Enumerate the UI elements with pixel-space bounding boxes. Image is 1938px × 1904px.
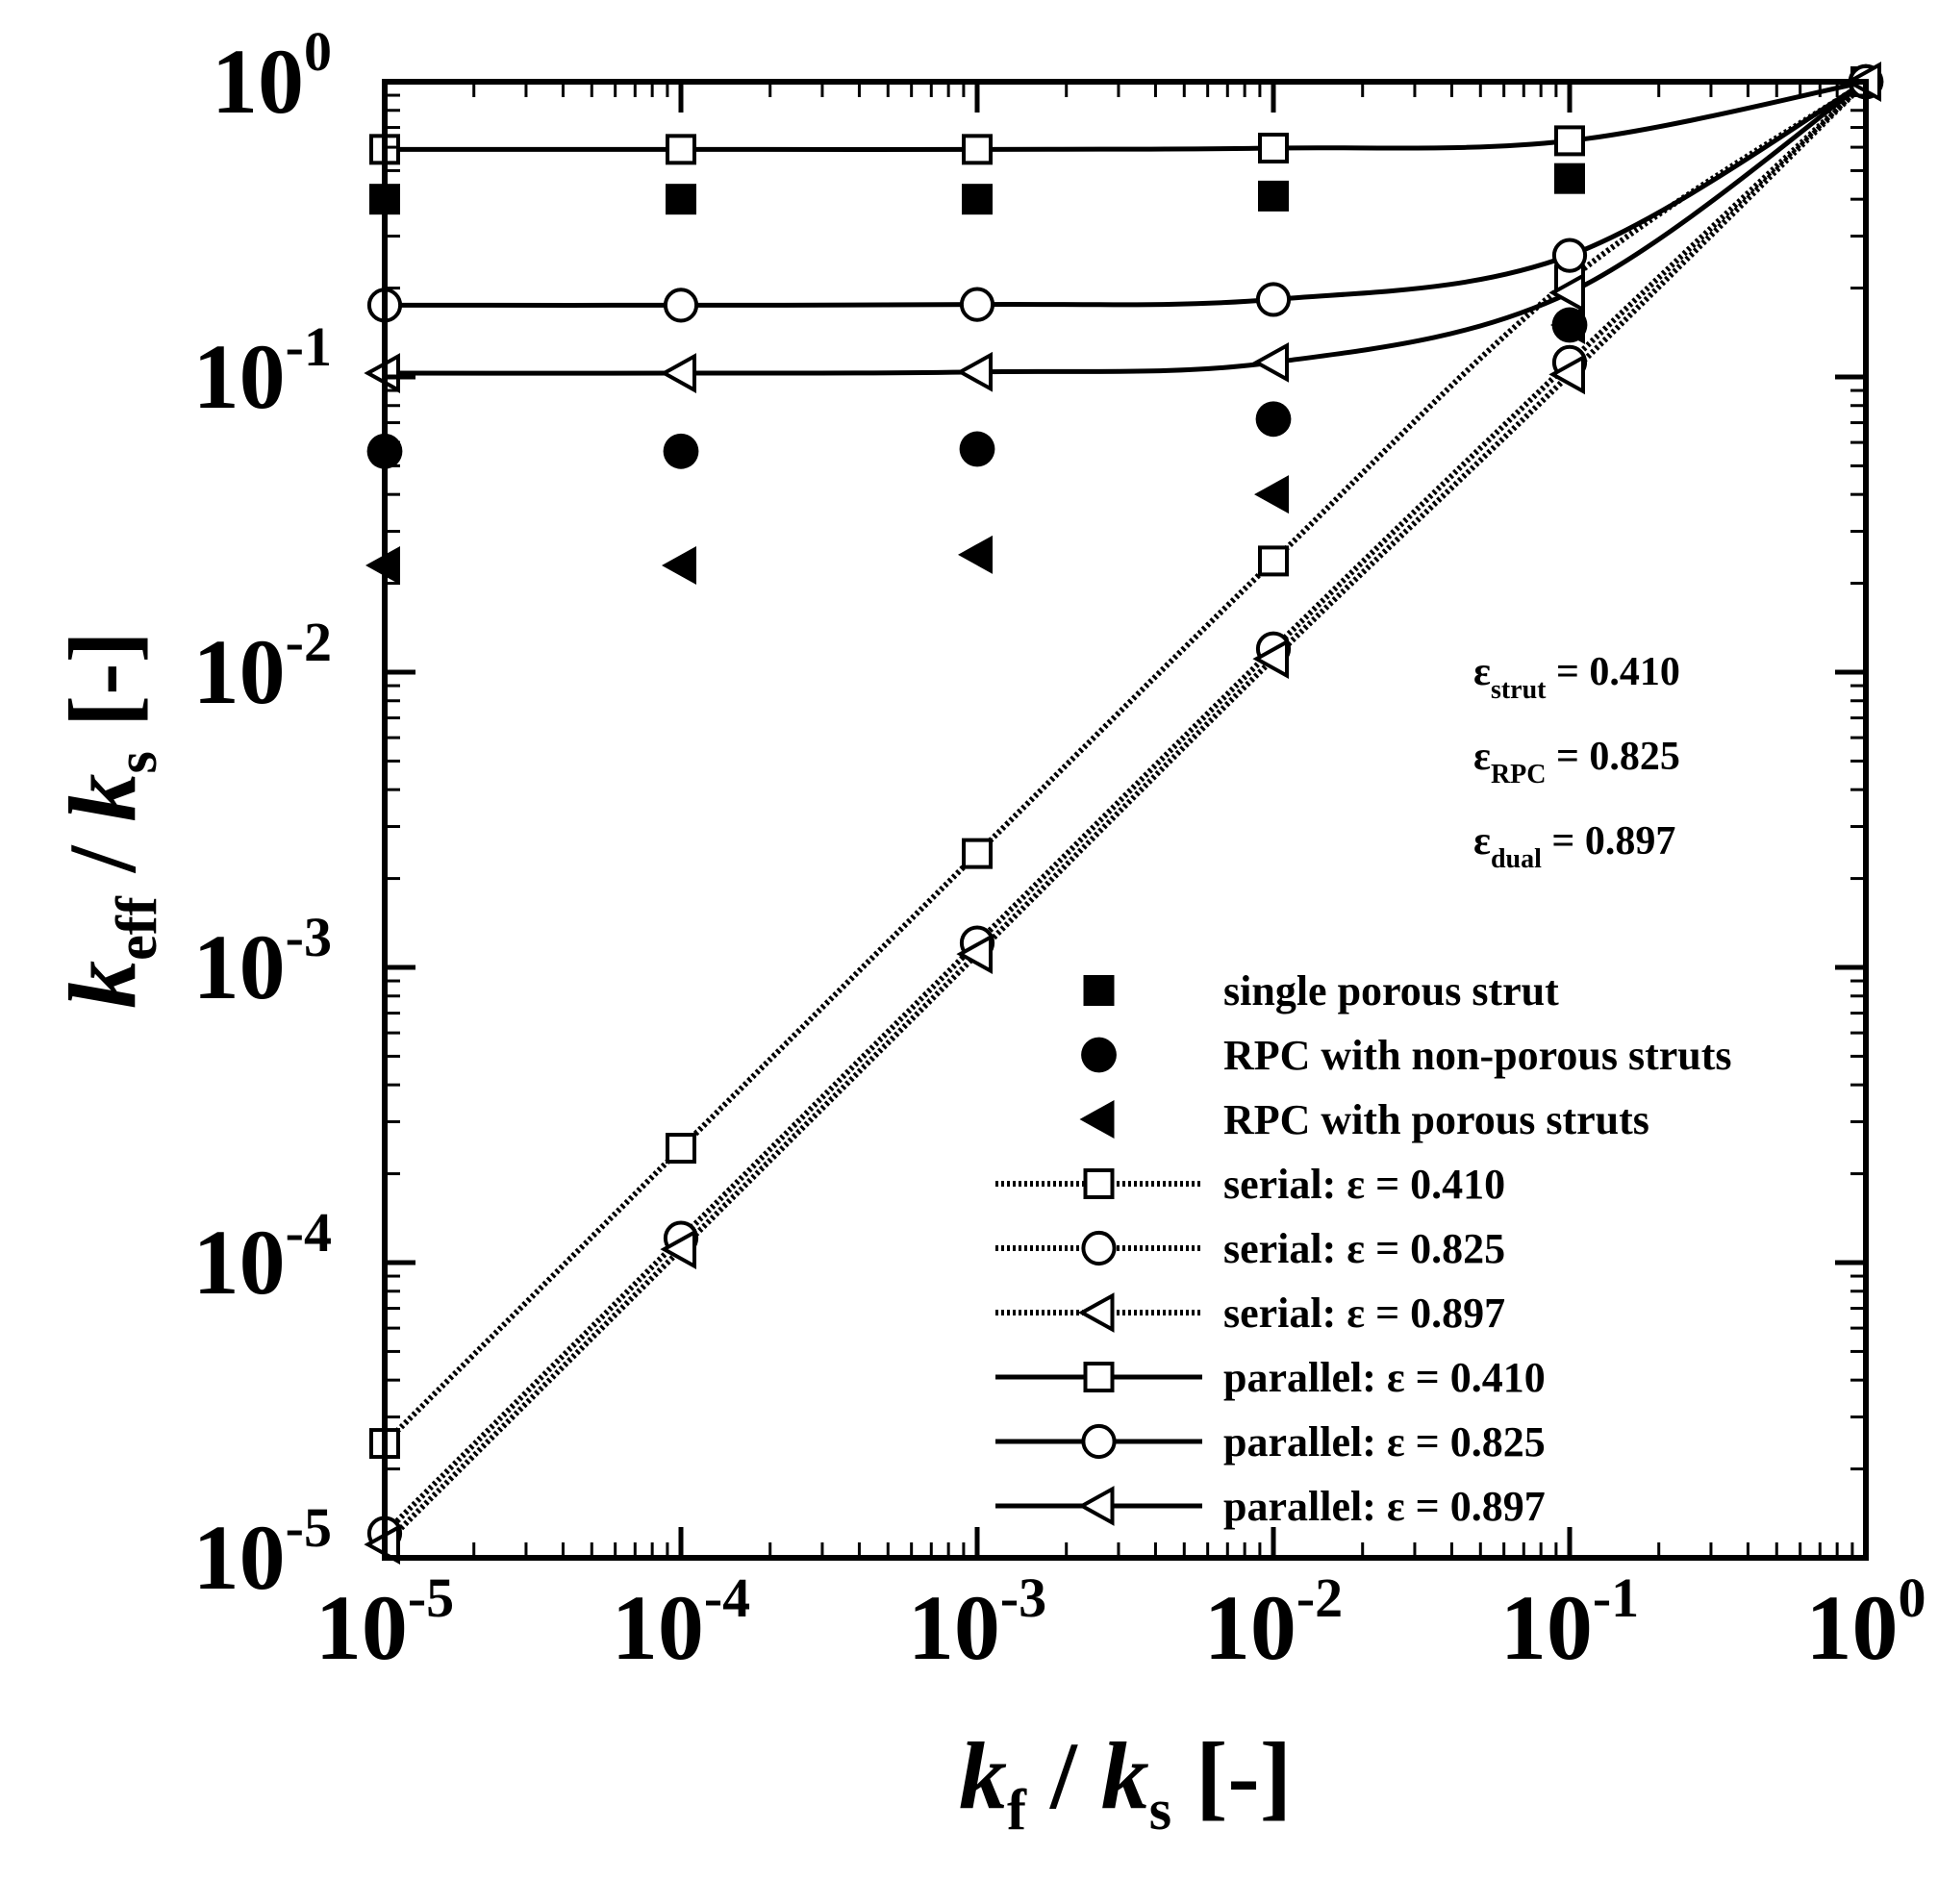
legend-item: RPC with porous struts bbox=[1079, 1096, 1649, 1143]
data-point bbox=[1551, 238, 1588, 273]
data-point bbox=[662, 545, 696, 585]
legend-marker bbox=[1083, 1168, 1115, 1199]
y-axis-title: keff / ks [-] bbox=[49, 631, 168, 1009]
data-point bbox=[956, 934, 993, 974]
data-point bbox=[962, 184, 993, 215]
x-tick-label: 10-2 bbox=[1204, 1566, 1343, 1679]
data-point bbox=[1254, 475, 1289, 514]
data-point bbox=[1258, 545, 1289, 577]
legend-label: single porous strut bbox=[1223, 967, 1559, 1015]
data-point bbox=[956, 351, 993, 392]
x-tick-label: 10-4 bbox=[612, 1566, 750, 1679]
series-line-parallel-0-897 bbox=[384, 79, 1868, 376]
legend-label: parallel: ε = 0.825 bbox=[1223, 1418, 1546, 1466]
data-point bbox=[666, 184, 696, 215]
data-point bbox=[663, 433, 699, 469]
data-point bbox=[1550, 305, 1585, 344]
data-point bbox=[1554, 163, 1585, 194]
legend-marker bbox=[1083, 1362, 1115, 1392]
data-point bbox=[660, 1229, 696, 1269]
y-tick-label: 10-5 bbox=[193, 1496, 332, 1609]
annotation-rpc: εRPC = 0.825 bbox=[1473, 735, 1680, 789]
data-point bbox=[959, 287, 995, 322]
legend-label: parallel: ε = 0.410 bbox=[1223, 1354, 1546, 1401]
data-point bbox=[666, 1133, 696, 1165]
ticks-layer bbox=[382, 79, 1869, 1561]
legend-marker bbox=[1081, 1037, 1117, 1073]
annotation-dual: εdual = 0.897 bbox=[1473, 819, 1675, 874]
y-tick-label: 10-3 bbox=[193, 906, 332, 1018]
data-point bbox=[1255, 282, 1292, 317]
legend-item: single porous strut bbox=[1083, 967, 1559, 1015]
x-tick-label: 10-5 bbox=[315, 1566, 454, 1679]
legend-item: parallel: ε = 0.410 bbox=[995, 1354, 1546, 1401]
legend-marker bbox=[1077, 1486, 1115, 1526]
porosity-annotations: εstrut = 0.410 εRPC = 0.825 εdual = 0.89… bbox=[1473, 650, 1680, 874]
series-line-serial-0-897 bbox=[382, 79, 1869, 1547]
series-parallel-0-897 bbox=[364, 62, 1881, 393]
data-point bbox=[1258, 132, 1289, 163]
y-tick-label: 10-4 bbox=[193, 1201, 332, 1314]
legend-marker bbox=[1077, 1292, 1115, 1333]
legend-label: serial: ε = 0.825 bbox=[1223, 1225, 1505, 1272]
legend-label: parallel: ε = 0.897 bbox=[1223, 1483, 1546, 1530]
legend-marker bbox=[1083, 975, 1115, 1006]
legend-marker bbox=[1081, 1230, 1117, 1266]
legend-label: serial: ε = 0.897 bbox=[1223, 1290, 1505, 1337]
data-point bbox=[660, 353, 696, 393]
legend-label: RPC with porous struts bbox=[1223, 1096, 1649, 1143]
series-line-serial-0-825 bbox=[382, 79, 1869, 1536]
legend-item: serial: ε = 0.825 bbox=[995, 1225, 1505, 1272]
legend-label: RPC with non-porous struts bbox=[1223, 1032, 1732, 1079]
data-point bbox=[962, 134, 993, 165]
series-line-parallel-0-410 bbox=[385, 79, 1867, 152]
series-single-porous-strut bbox=[369, 66, 1881, 215]
data-point bbox=[958, 535, 993, 574]
x-tick-label: 10-3 bbox=[908, 1566, 1046, 1679]
annotation-strut: εstrut = 0.410 bbox=[1473, 650, 1680, 705]
x-tick-label: 10-1 bbox=[1500, 1566, 1639, 1679]
data-point bbox=[666, 134, 696, 165]
data-point bbox=[959, 431, 995, 467]
series-line-serial-0-410 bbox=[382, 79, 1868, 1446]
series-rpc-with-non-porous-struts bbox=[366, 63, 1884, 469]
x-axis-title: kf / ks [-] bbox=[959, 1722, 1292, 1841]
tick-labels: 10-5 10-4 10-3 10-2 10-1 100 10-5 10-4 10-3 10-2 1… bbox=[193, 20, 1926, 1679]
legend-item: serial: ε = 0.410 bbox=[995, 1161, 1505, 1208]
data-point bbox=[1255, 401, 1292, 438]
legend-item: parallel: ε = 0.825 bbox=[995, 1418, 1546, 1466]
data-point bbox=[1252, 341, 1289, 383]
series-rpc-with-porous-struts bbox=[365, 63, 1881, 585]
data-point bbox=[1258, 180, 1289, 212]
y-tick-label: 10-1 bbox=[193, 315, 332, 428]
legend-marker bbox=[1081, 1423, 1117, 1460]
y-tick-label: 10-2 bbox=[193, 611, 332, 723]
series-line-parallel-0-825 bbox=[384, 79, 1868, 308]
x-tick-label: 100 bbox=[1806, 1566, 1926, 1679]
legend: single porous strut RPC with non-porous s… bbox=[995, 967, 1732, 1530]
data-point bbox=[663, 288, 699, 323]
data-point bbox=[1554, 125, 1585, 157]
legend-item: serial: ε = 0.897 bbox=[995, 1290, 1505, 1337]
legend-item: parallel: ε = 0.897 bbox=[995, 1483, 1546, 1530]
legend-label: serial: ε = 0.410 bbox=[1223, 1161, 1505, 1208]
data-point bbox=[962, 838, 993, 869]
series-parallel-0-825 bbox=[366, 63, 1884, 323]
data-point bbox=[1252, 639, 1289, 679]
plot-frame bbox=[382, 79, 1869, 1561]
data-point bbox=[1548, 272, 1585, 313]
series-layer bbox=[364, 62, 1884, 1565]
y-tick-label: 100 bbox=[212, 20, 332, 133]
legend-marker bbox=[1079, 1100, 1115, 1139]
legend-item: RPC with non-porous struts bbox=[1081, 1032, 1732, 1079]
data-point bbox=[1548, 354, 1585, 395]
